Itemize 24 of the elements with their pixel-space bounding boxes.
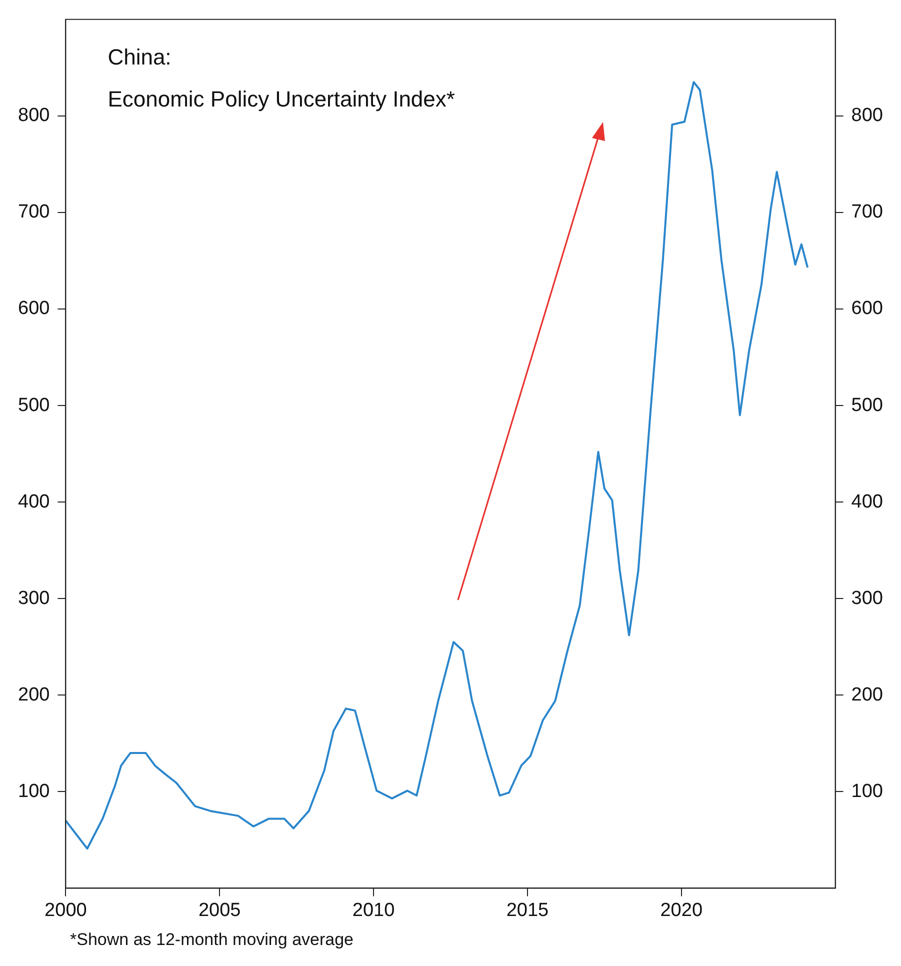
x-tick-label: 2000	[44, 900, 87, 921]
text: Economic Policy Uncertainty Index*	[108, 86, 456, 112]
y-tick-label: 600	[18, 298, 50, 320]
y-tick-label: 100	[18, 780, 50, 802]
y2-tick-label: 500	[851, 394, 883, 416]
y-tick-label: 800	[18, 105, 50, 126]
y2-tick-label: 300	[851, 588, 883, 609]
text: China:	[108, 44, 172, 70]
x-tick-label: 2020	[660, 900, 703, 921]
y2-tick-label: 100	[851, 780, 883, 802]
y2-tick-label: 200	[851, 684, 883, 706]
y2-tick-label: 600	[851, 298, 883, 320]
text: *Shown as 12-month moving average	[70, 930, 354, 950]
x-tick-label: 2015	[506, 900, 549, 921]
y2-tick-label: 800	[851, 105, 883, 126]
y-tick-label: 400	[18, 491, 50, 512]
y-tick-label: 300	[18, 588, 50, 609]
y2-tick-label: 700	[851, 202, 883, 223]
y-tick-label: 200	[18, 684, 50, 706]
y-tick-label: 700	[18, 202, 50, 223]
y2-tick-label: 400	[851, 491, 883, 512]
y-tick-label: 500	[18, 394, 50, 416]
x-tick-label: 2010	[352, 900, 395, 921]
x-tick-label: 2005	[198, 900, 241, 921]
